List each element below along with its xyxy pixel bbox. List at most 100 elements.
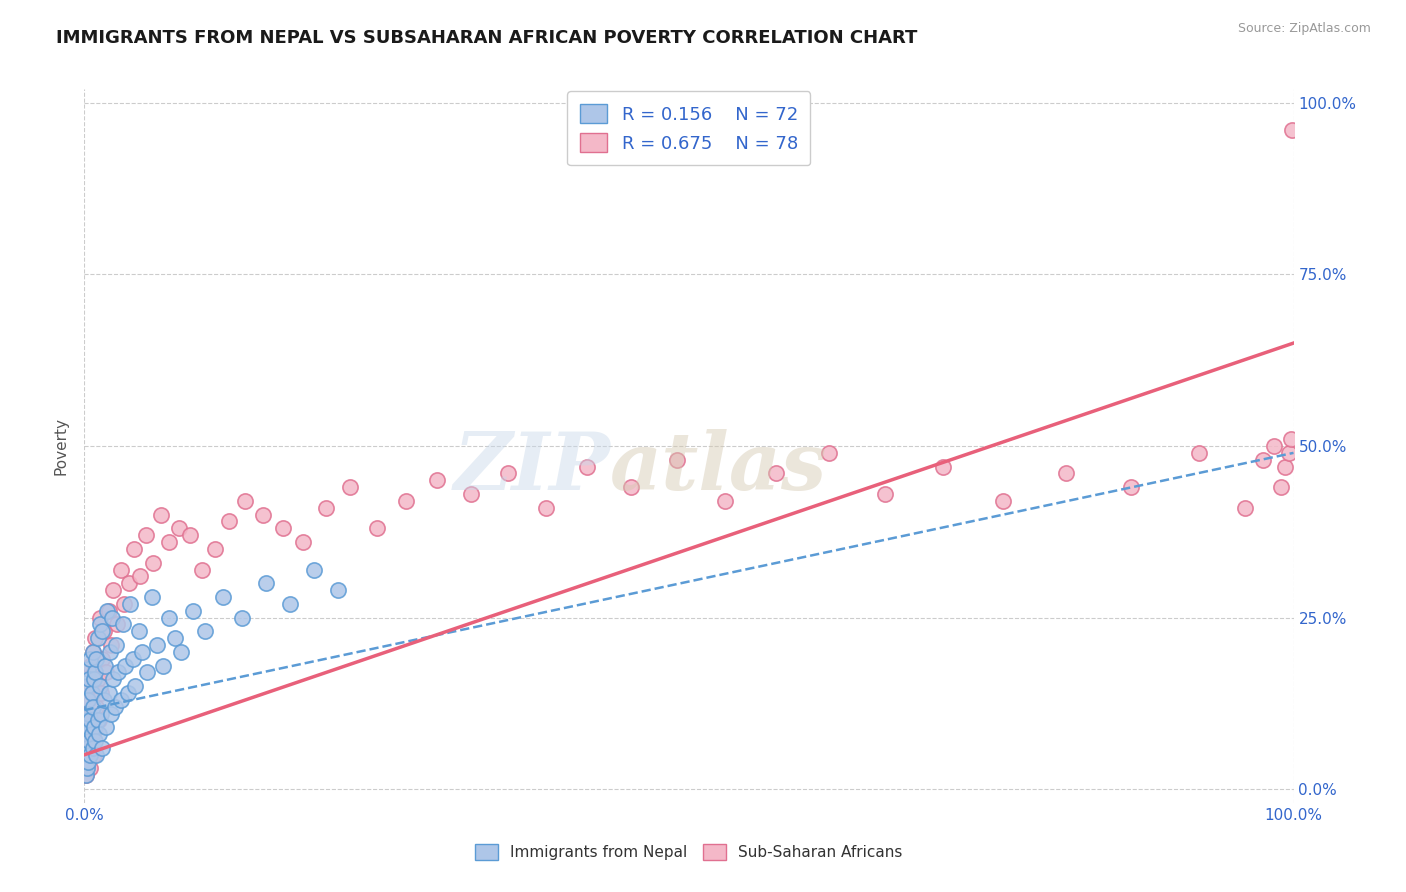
Point xyxy=(77,662,100,676)
Point xyxy=(576,459,599,474)
Point xyxy=(120,597,142,611)
Point xyxy=(86,747,108,762)
Point xyxy=(77,679,100,693)
Point xyxy=(94,720,117,734)
Point xyxy=(765,467,787,481)
Point xyxy=(167,521,190,535)
Point xyxy=(77,706,100,721)
Text: Source: ZipAtlas.com: Source: ZipAtlas.com xyxy=(1237,22,1371,36)
Text: ZIP: ZIP xyxy=(454,429,610,506)
Point xyxy=(93,624,115,639)
Point xyxy=(86,631,108,645)
Text: IMMIGRANTS FROM NEPAL VS SUBSAHARAN AFRICAN POVERTY CORRELATION CHART: IMMIGRANTS FROM NEPAL VS SUBSAHARAN AFRI… xyxy=(56,29,918,46)
Point xyxy=(426,473,449,487)
Point xyxy=(157,610,180,624)
Point xyxy=(75,768,97,782)
Point xyxy=(77,734,100,748)
Point xyxy=(339,480,361,494)
Text: atlas: atlas xyxy=(610,429,828,506)
Point xyxy=(75,768,97,782)
Point xyxy=(76,762,98,776)
Point xyxy=(114,658,136,673)
Point xyxy=(714,494,737,508)
Point xyxy=(97,604,120,618)
Point xyxy=(103,673,125,687)
Point xyxy=(76,679,98,693)
Point xyxy=(302,562,325,576)
Point xyxy=(75,727,97,741)
Point xyxy=(76,720,98,734)
Point xyxy=(1279,432,1302,446)
Point xyxy=(79,714,101,728)
Point xyxy=(105,617,128,632)
Point xyxy=(89,610,111,624)
Point xyxy=(86,714,108,728)
Point xyxy=(76,755,98,769)
Point xyxy=(165,631,187,645)
Point xyxy=(278,597,301,611)
Point xyxy=(80,686,103,700)
Point xyxy=(135,528,157,542)
Point xyxy=(84,720,107,734)
Point xyxy=(190,562,212,576)
Point xyxy=(79,747,101,762)
Point xyxy=(292,535,315,549)
Point xyxy=(79,658,101,673)
Point xyxy=(204,541,226,556)
Point xyxy=(98,645,121,659)
Point xyxy=(118,576,141,591)
Point xyxy=(170,645,193,659)
Point xyxy=(77,720,100,734)
Point xyxy=(271,521,294,535)
Point xyxy=(76,740,98,755)
Point xyxy=(82,740,104,755)
Point xyxy=(104,699,127,714)
Point xyxy=(90,706,112,721)
Point xyxy=(82,699,104,714)
Point xyxy=(80,740,103,755)
Point xyxy=(75,740,97,755)
Point xyxy=(1281,123,1303,137)
Point xyxy=(110,693,132,707)
Point xyxy=(873,487,896,501)
Point xyxy=(84,734,107,748)
Point xyxy=(179,528,201,542)
Point xyxy=(112,617,135,632)
Point xyxy=(77,755,100,769)
Point xyxy=(152,658,174,673)
Point xyxy=(142,556,165,570)
Point xyxy=(103,583,125,598)
Point xyxy=(91,740,114,755)
Point xyxy=(82,645,104,659)
Point xyxy=(80,727,103,741)
Point xyxy=(131,645,153,659)
Point xyxy=(76,693,98,707)
Point xyxy=(86,673,108,687)
Point xyxy=(75,747,97,762)
Point xyxy=(818,446,841,460)
Point xyxy=(136,665,159,680)
Point xyxy=(194,624,217,639)
Point xyxy=(77,747,100,762)
Point xyxy=(254,576,277,591)
Point xyxy=(94,665,117,680)
Point xyxy=(83,720,105,734)
Point xyxy=(110,562,132,576)
Point xyxy=(1234,500,1257,515)
Point xyxy=(77,706,100,721)
Point xyxy=(94,658,117,673)
Point xyxy=(77,673,100,687)
Point xyxy=(1263,439,1285,453)
Point xyxy=(80,686,103,700)
Point xyxy=(100,706,122,721)
Point xyxy=(84,665,107,680)
Point xyxy=(83,673,105,687)
Point xyxy=(84,631,107,645)
Point xyxy=(87,714,110,728)
Point xyxy=(104,638,127,652)
Point xyxy=(89,617,111,632)
Point xyxy=(86,651,108,665)
Point xyxy=(101,610,124,624)
Point xyxy=(83,747,105,762)
Point xyxy=(107,665,129,680)
